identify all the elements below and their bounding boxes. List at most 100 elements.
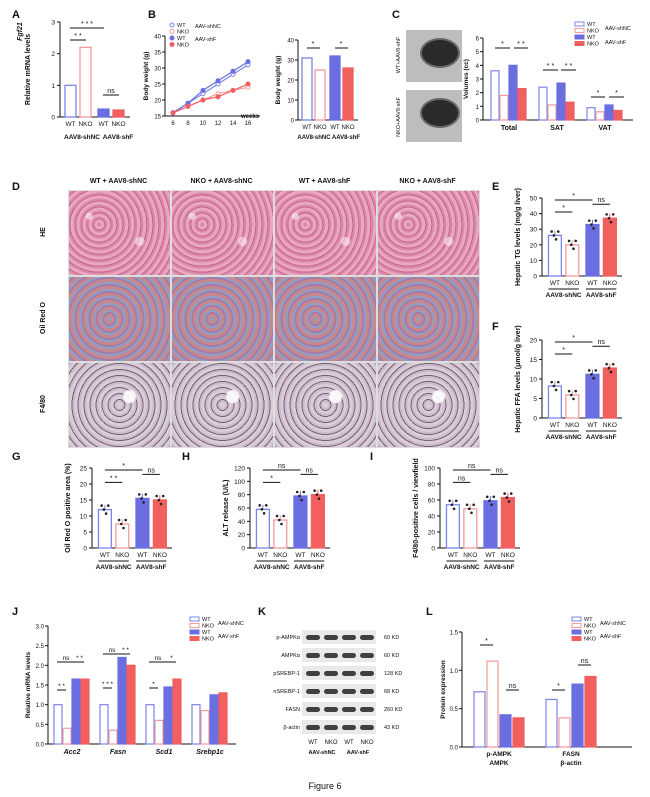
data-point	[572, 247, 575, 250]
series-line	[172, 61, 249, 114]
x-tick-label: WT	[587, 280, 597, 287]
legend-swatch	[574, 21, 585, 27]
blot-band	[360, 635, 374, 640]
blot-band	[306, 671, 320, 676]
y-tick-label: 0.5	[36, 723, 45, 729]
y-axis-label: Relative mRNA levels	[25, 652, 32, 719]
bar	[99, 704, 109, 745]
legend-swatch	[189, 629, 200, 635]
data-point	[450, 503, 454, 507]
bar	[517, 87, 527, 121]
data-point	[503, 492, 506, 495]
blot-band	[342, 635, 356, 640]
x-tick-label: WT	[550, 422, 560, 429]
y-tick-label: 100	[424, 466, 435, 473]
legend-label: NKO	[202, 637, 215, 643]
bar	[172, 678, 182, 745]
y-tick-label: 0.0	[450, 746, 459, 752]
data-point	[552, 384, 556, 388]
x-tick-label: VAT	[599, 125, 613, 132]
series-marker	[185, 103, 191, 109]
y-tick-label: 10	[287, 99, 294, 105]
bar	[152, 499, 167, 549]
legend-label: WT	[587, 22, 596, 28]
sig-label: *	[615, 90, 618, 97]
blot-band	[324, 725, 338, 730]
x-tick-label: 6	[171, 121, 175, 127]
blot-strip	[302, 630, 376, 644]
sig-label: *	[170, 655, 173, 662]
sig-label: * *	[58, 683, 65, 690]
y-tick-label: 5	[83, 530, 87, 537]
x-tick-label: NKO	[313, 125, 326, 131]
data-point	[260, 508, 264, 511]
band-size: 68 KD	[384, 689, 399, 695]
y-tick-label: 5	[476, 50, 480, 56]
data-point	[607, 216, 611, 220]
bar	[154, 719, 164, 745]
blot-strip	[302, 720, 376, 734]
sig-label: ns	[155, 655, 163, 662]
legend-swatch	[189, 636, 200, 641]
data-point	[605, 362, 608, 366]
legend-group: AAV-shF	[195, 37, 217, 43]
blot-band	[306, 635, 320, 640]
y-tick-label: 0.0	[36, 743, 45, 749]
legend-group: AAV-shF	[605, 40, 627, 46]
sig-label: * *	[547, 63, 555, 70]
mri-label: WT+AAV8-shF	[396, 36, 402, 73]
group-label: AAV8-shF	[136, 564, 167, 571]
data-point	[319, 489, 323, 492]
data-point	[554, 238, 558, 241]
y-tick-label: 2	[476, 91, 480, 97]
group-label: AAV8-shNC	[444, 564, 480, 571]
bar	[565, 101, 575, 121]
mri-label: NKO+AAV8-shF	[396, 96, 402, 136]
y-tick-label: 30	[287, 59, 294, 65]
panel-letter-E: E	[492, 181, 499, 193]
band-label: pSREBP-1	[273, 671, 300, 677]
sig-label: ns	[458, 475, 466, 482]
y-tick-label: 2.5	[36, 644, 45, 650]
data-point	[605, 213, 608, 216]
data-point	[282, 514, 285, 518]
blot-band	[342, 707, 356, 712]
y-tick-label: 80	[238, 492, 246, 499]
sig-label: ns	[109, 647, 117, 654]
bar	[499, 714, 512, 748]
bar	[490, 70, 500, 121]
legend-label: WT	[202, 617, 211, 623]
data-point	[569, 243, 573, 247]
blot-band	[324, 689, 338, 694]
bar	[301, 57, 313, 121]
data-point	[594, 369, 598, 372]
x-tick-label: NKO	[153, 552, 167, 559]
y-tick-label: 50	[530, 196, 538, 203]
sig-label: * *	[565, 63, 573, 70]
y-tick-label: 1	[476, 105, 480, 111]
y-tick-label: 20	[428, 530, 436, 537]
bar	[218, 692, 228, 745]
bar	[255, 508, 271, 549]
data-point	[488, 499, 491, 503]
y-axis-label: Oil Red O positive area (%)	[65, 463, 72, 552]
y-tick-label: 20	[154, 99, 161, 105]
series-marker	[170, 110, 176, 116]
legend-label: NKO	[202, 624, 215, 630]
bar	[558, 717, 571, 748]
data-point	[609, 220, 613, 224]
x-tick-label: WT	[258, 552, 268, 559]
lane-label: NKO	[324, 740, 337, 746]
data-point	[490, 503, 493, 507]
legend-label: NKO	[584, 624, 597, 630]
x-tick-label: NKO	[501, 552, 515, 559]
sig-label: ns	[305, 467, 313, 474]
data-point	[262, 512, 266, 515]
group-label: AAV8-shF	[294, 564, 325, 571]
blot-band	[324, 635, 338, 640]
data-point	[275, 514, 279, 518]
x-tick-label: 16	[245, 121, 252, 127]
data-point	[124, 518, 127, 522]
data-point	[492, 495, 496, 499]
sig-label: * *	[76, 655, 83, 662]
